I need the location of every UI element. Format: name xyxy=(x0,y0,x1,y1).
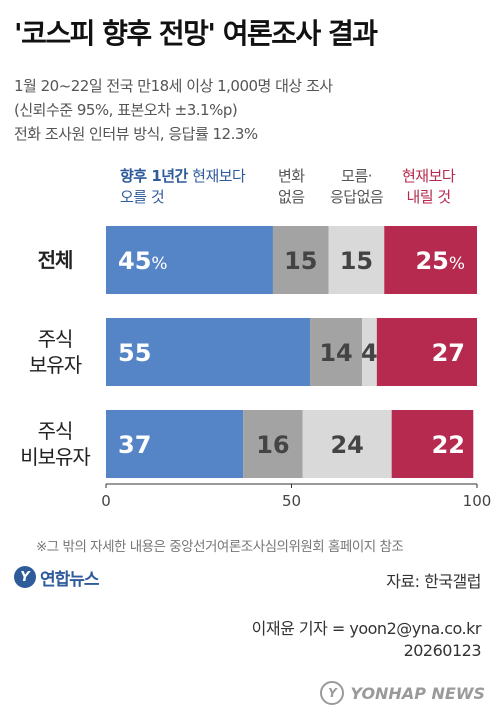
legend-up-strong: 향후 1년간 xyxy=(120,167,188,185)
bar-unknown xyxy=(328,226,385,294)
bar-value-label: 27 xyxy=(432,339,465,367)
bar-value-label: 55 xyxy=(118,339,151,367)
survey-info-line: (신뢰수준 95%, 표본오차 ±3.1%p) xyxy=(14,101,238,119)
chart-title: '코스피 향후 전망' 여론조사 결과 xyxy=(14,17,378,50)
survey-info-line: 전화 조사원 인터뷰 방식, 응답률 12.3% xyxy=(14,125,258,143)
yonhap-logo-text: 연합뉴스 xyxy=(40,569,100,590)
category-label-line: 전체 xyxy=(37,248,74,272)
reporter-credit: 이재윤 기자 = yoon2@yna.co.kr xyxy=(251,619,482,638)
category-label: 전체 xyxy=(10,247,100,273)
legend-nochange: 변화 없음 xyxy=(278,166,305,208)
watermark-icon: Y xyxy=(320,681,345,705)
x-tick-label: 100 xyxy=(463,492,492,510)
legend-up-rest: 현재보다 xyxy=(187,167,246,185)
legend-up: 향후 1년간 현재보다 오를 것 xyxy=(120,166,246,208)
bar-value-label: 15 xyxy=(284,247,317,275)
bar-value-label: 15 xyxy=(340,247,373,275)
legend-unknown-line1: 모름· xyxy=(341,167,373,185)
bar-down xyxy=(376,318,477,386)
category-label-line: 보유자 xyxy=(28,353,82,377)
legend-nochange-line1: 변화 xyxy=(278,167,305,185)
survey-info: 1월 20~22일 전국 만18세 이상 1,000명 대상 조사 (신뢰수준 … xyxy=(14,74,494,146)
watermark: Y YONHAP NEWS xyxy=(320,681,485,705)
legend-down-line2: 내릴 것 xyxy=(406,188,452,206)
bar-down xyxy=(384,226,477,294)
bar-value-label: 14 xyxy=(319,339,352,367)
bar-value-label: 22 xyxy=(432,431,465,459)
x-tick-label: 0 xyxy=(101,492,111,510)
category-label-line: 주식 xyxy=(37,419,74,443)
bar-up xyxy=(106,410,244,478)
legend-unknown-line2: 응답없음 xyxy=(330,188,384,206)
survey-info-line: 1월 20~22일 전국 만18세 이상 1,000명 대상 조사 xyxy=(14,77,333,95)
publish-date: 20260123 xyxy=(403,641,482,660)
data-source: 자료: 한국갤럽 xyxy=(386,572,481,591)
bar-value-label: 25% xyxy=(415,247,465,275)
bar-nochange xyxy=(272,226,329,294)
bar-down xyxy=(391,410,474,478)
legend-unknown: 모름· 응답없음 xyxy=(330,166,384,208)
yonhap-logo: Y 연합뉴스 xyxy=(14,564,100,590)
bar-nochange xyxy=(310,318,362,386)
legend-up-line2: 오를 것 xyxy=(120,188,165,206)
bar-nochange xyxy=(243,410,303,478)
category-label: 주식 보유자 xyxy=(10,326,100,378)
category-label-line: 주식 xyxy=(37,327,74,351)
category-label: 주식 비보유자 xyxy=(10,418,100,470)
credit: 이재윤 기자 = yoon2@yna.co.kr 20260123 xyxy=(251,618,482,662)
bar-value-label: 4 xyxy=(361,339,378,367)
bar-value-label: 24 xyxy=(330,431,363,459)
bar-unknown xyxy=(361,318,377,386)
legend-down: 현재보다 내릴 것 xyxy=(402,166,456,208)
bar-value-label: 37 xyxy=(118,431,151,459)
category-label-line: 비보유자 xyxy=(20,445,91,469)
yonhap-logo-icon: Y xyxy=(14,566,36,588)
legend-nochange-line2: 없음 xyxy=(278,188,305,206)
legend-down-line1: 현재보다 xyxy=(402,167,456,185)
bar-value-label: 45% xyxy=(118,247,168,275)
x-tick-label: 50 xyxy=(282,492,301,510)
bar-up xyxy=(106,226,273,294)
watermark-text: YONHAP NEWS xyxy=(350,683,485,703)
bar-up xyxy=(106,318,311,386)
legend-up-line1: 향후 1년간 현재보다 xyxy=(120,166,246,187)
footnote: ※그 밖의 자세한 내용은 중앙선거여론조사심의위원회 홈페이지 참조 xyxy=(36,539,404,555)
bar-unknown xyxy=(302,410,392,478)
bar-value-label: 16 xyxy=(256,431,289,459)
